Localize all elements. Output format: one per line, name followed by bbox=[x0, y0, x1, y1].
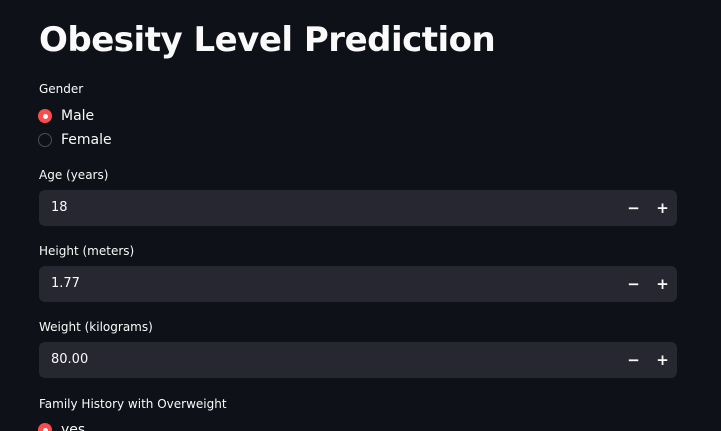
weight-decrement-button[interactable]: − bbox=[627, 351, 640, 369]
age-increment-button[interactable]: + bbox=[656, 199, 669, 217]
page-title: Obesity Level Prediction bbox=[39, 20, 496, 60]
weight-number-input: − + bbox=[39, 342, 677, 378]
age-number-input: − + bbox=[39, 190, 677, 226]
age-input[interactable] bbox=[39, 190, 619, 226]
age-decrement-button[interactable]: − bbox=[627, 199, 640, 217]
gender-option-male[interactable]: Male bbox=[38, 106, 94, 126]
age-label: Age (years) bbox=[39, 168, 109, 182]
family-history-option-yes[interactable]: yes bbox=[38, 420, 85, 431]
height-label: Height (meters) bbox=[39, 244, 135, 258]
gender-option-female[interactable]: Female bbox=[38, 130, 112, 150]
gender-option-label: Female bbox=[61, 132, 112, 148]
weight-input[interactable] bbox=[39, 342, 619, 378]
height-decrement-button[interactable]: − bbox=[627, 275, 640, 293]
gender-option-label: Male bbox=[61, 108, 95, 124]
family-history-label: Family History with Overweight bbox=[39, 397, 227, 411]
height-number-input: − + bbox=[39, 266, 677, 302]
height-input[interactable] bbox=[39, 266, 619, 302]
radio-selected-icon bbox=[38, 109, 52, 123]
gender-label: Gender bbox=[39, 82, 84, 96]
radio-unselected-icon bbox=[38, 133, 52, 147]
family-history-option-label: yes bbox=[61, 422, 86, 431]
weight-label: Weight (kilograms) bbox=[39, 320, 153, 334]
radio-selected-icon bbox=[38, 423, 52, 431]
height-increment-button[interactable]: + bbox=[656, 275, 669, 293]
weight-increment-button[interactable]: + bbox=[656, 351, 669, 369]
